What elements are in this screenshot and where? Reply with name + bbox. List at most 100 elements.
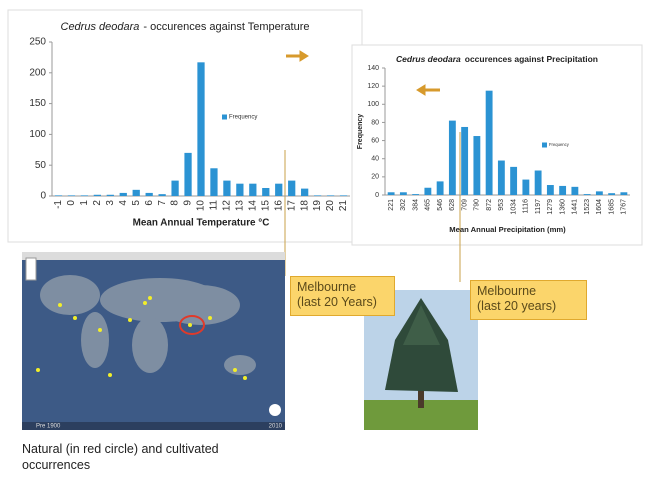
bar bbox=[158, 194, 166, 196]
bar bbox=[301, 188, 309, 196]
legend-swatch bbox=[542, 142, 547, 148]
chart-frame bbox=[7, 9, 363, 243]
legend-label: Frequency bbox=[549, 142, 570, 147]
bar bbox=[412, 194, 420, 195]
x-tick-label: 8 bbox=[170, 200, 181, 206]
x-tick-label: 1685 bbox=[608, 199, 615, 215]
bar bbox=[595, 191, 603, 195]
y-tick-label: 0 bbox=[375, 192, 379, 199]
bar bbox=[522, 179, 530, 195]
callout: Melbourne (last 20 Years) bbox=[290, 276, 395, 316]
bar bbox=[249, 183, 257, 196]
chart-title: Cedrus deodara occurences against Precipi… bbox=[396, 54, 598, 64]
map: Pre 1900 2010 bbox=[22, 252, 285, 430]
x-tick-label: 546 bbox=[437, 199, 444, 211]
bar bbox=[236, 183, 244, 196]
x-tick-label: -1 bbox=[53, 200, 64, 209]
x-tick-label: 384 bbox=[412, 199, 419, 211]
x-tick-label: 14 bbox=[247, 200, 258, 212]
bar bbox=[326, 195, 335, 196]
x-tick-label: 15 bbox=[260, 200, 271, 212]
bar bbox=[54, 195, 63, 196]
x-tick-label: 790 bbox=[474, 199, 481, 211]
x-tick-label: 11 bbox=[209, 200, 220, 211]
bar bbox=[119, 192, 127, 196]
bar bbox=[184, 152, 192, 196]
bar bbox=[608, 193, 616, 195]
bar bbox=[80, 195, 89, 196]
bar bbox=[546, 185, 554, 195]
bar bbox=[339, 195, 348, 196]
bar bbox=[223, 180, 231, 196]
y-tick-label: 140 bbox=[367, 65, 379, 72]
x-tick-label: 5 bbox=[131, 200, 142, 206]
x-tick-label: 1523 bbox=[584, 199, 591, 215]
y-tick-label: 50 bbox=[35, 160, 47, 171]
bar bbox=[534, 170, 542, 195]
x-tick-label: 3 bbox=[105, 200, 116, 206]
x-tick-label: 4 bbox=[118, 200, 129, 206]
bar bbox=[399, 192, 407, 195]
y-tick-label: 60 bbox=[371, 137, 379, 144]
x-tick-label: 9 bbox=[183, 200, 194, 206]
bar bbox=[262, 187, 270, 196]
bar bbox=[67, 195, 76, 196]
x-tick-label: 21 bbox=[338, 200, 349, 212]
bar bbox=[424, 187, 432, 195]
caption: Natural (in red circle) and cultivated o… bbox=[22, 442, 219, 472]
y-tick-label: 120 bbox=[367, 83, 379, 90]
bar bbox=[387, 192, 395, 195]
arrow bbox=[286, 50, 440, 96]
y-tick-label: 150 bbox=[29, 98, 46, 109]
bar bbox=[436, 181, 444, 195]
x-tick-label: 1116 bbox=[523, 199, 530, 214]
x-tick-label: 872 bbox=[486, 199, 493, 211]
x-tick-label: 1360 bbox=[559, 199, 566, 215]
y-tick-label: 200 bbox=[29, 67, 46, 78]
y-tick-label: 100 bbox=[29, 129, 46, 140]
chart-title: Cedrus deodara - occurences against Tempe… bbox=[61, 21, 310, 33]
bar bbox=[197, 62, 205, 196]
bar bbox=[145, 192, 153, 196]
bar bbox=[485, 90, 493, 195]
x-axis-label: Mean Annual Precipitation (mm) bbox=[449, 225, 566, 234]
bar bbox=[559, 185, 567, 195]
x-tick-label: 1279 bbox=[547, 199, 554, 215]
x-tick-label: 18 bbox=[299, 200, 310, 212]
map-label: 2010 bbox=[269, 424, 283, 430]
bar bbox=[210, 168, 218, 196]
callout: Melbourne (last 20 years) bbox=[470, 280, 587, 320]
title-species: Cedrus deodara bbox=[61, 21, 140, 33]
bar bbox=[497, 160, 505, 195]
x-tick-label: 1767 bbox=[621, 199, 628, 215]
chart-frame bbox=[351, 44, 643, 246]
x-tick-label: 0 bbox=[66, 200, 77, 206]
chart: Cedrus deodara occurences against Precipi… bbox=[357, 54, 630, 234]
bar bbox=[448, 120, 456, 195]
title-species: Cedrus deodara bbox=[396, 54, 461, 64]
chart: Cedrus deodara - occurences against Tempe… bbox=[29, 21, 350, 229]
x-axis-label: Mean Annual Temperature °C bbox=[133, 218, 270, 229]
y-axis-label: Frequency bbox=[357, 114, 364, 150]
x-tick-label: 17 bbox=[286, 200, 297, 212]
legend-label: Frequency bbox=[229, 115, 257, 121]
x-tick-label: 465 bbox=[425, 199, 432, 211]
bar bbox=[132, 189, 140, 196]
x-tick-label: 6 bbox=[144, 200, 155, 206]
x-tick-label: 1604 bbox=[596, 199, 603, 215]
x-tick-label: 709 bbox=[461, 199, 468, 211]
x-tick-label: 1441 bbox=[572, 199, 579, 215]
x-tick-label: 1 bbox=[79, 200, 90, 206]
x-tick-label: 16 bbox=[273, 200, 284, 212]
title-text: - occurences against Temperature bbox=[143, 21, 309, 33]
x-tick-label: 221 bbox=[388, 199, 395, 211]
x-tick-label: 13 bbox=[235, 200, 246, 212]
y-tick-label: 40 bbox=[371, 156, 379, 163]
x-tick-label: 10 bbox=[196, 200, 207, 212]
bar bbox=[288, 180, 296, 196]
legend-swatch bbox=[222, 114, 227, 120]
y-tick-label: 0 bbox=[40, 191, 46, 202]
y-tick-label: 100 bbox=[367, 101, 379, 108]
